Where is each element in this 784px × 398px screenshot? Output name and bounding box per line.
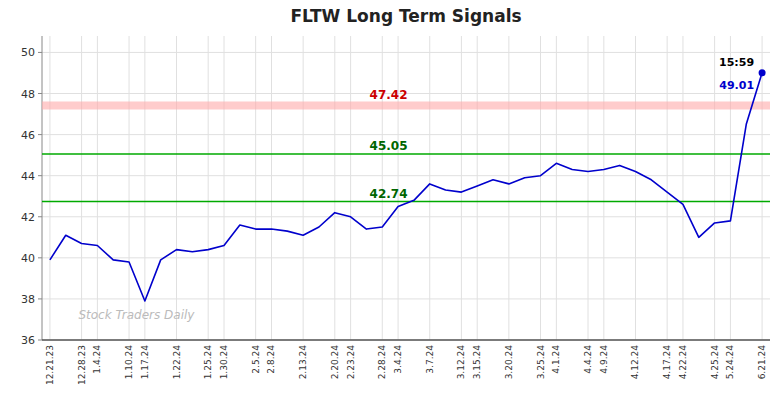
grid-line (334, 36, 335, 340)
y-tick-label: 42 (21, 211, 35, 224)
grid-line (303, 36, 304, 340)
x-tick-label: 1.10.24 (124, 345, 134, 380)
x-tick-label: 4.17.24 (662, 345, 672, 380)
y-tick (38, 175, 42, 176)
grid-line (477, 36, 478, 340)
grid-line (42, 257, 770, 258)
x-tick-label: 4.25.24 (710, 345, 720, 380)
y-tick (38, 93, 42, 94)
y-tick (38, 298, 42, 299)
grid-line (42, 340, 770, 341)
grid-line (208, 36, 209, 340)
x-tick-label: 12.28.23 (77, 345, 87, 385)
y-tick (38, 340, 42, 341)
grid-line (603, 36, 604, 340)
grid-line (224, 36, 225, 340)
grid-line (81, 36, 82, 340)
plot-area (42, 69, 770, 301)
y-tick (38, 52, 42, 53)
x-tick-label: 1.4.24 (92, 345, 102, 374)
y-tick-label: 48 (21, 88, 35, 101)
x-tick-label: 2.20.24 (330, 345, 340, 380)
x-tick-label: 3.4.24 (393, 345, 403, 374)
grid-line (588, 36, 589, 340)
x-tick-label: 6.21.24 (757, 345, 767, 380)
x-tick-label: 1.17.24 (140, 345, 150, 380)
x-tick-label: 4.4.24 (583, 345, 593, 374)
grid-line (556, 36, 557, 340)
y-tick-label: 44 (21, 170, 35, 183)
x-tick-label: 4.9.24 (599, 345, 609, 374)
grid-line (42, 52, 770, 53)
y-tick (38, 257, 42, 258)
grid-line (762, 36, 763, 340)
x-tick-label: 2.23.24 (346, 345, 356, 380)
grid-line (508, 36, 509, 340)
grid-line (42, 216, 770, 217)
grid-line (540, 36, 541, 340)
reference-line (42, 201, 770, 203)
watermark: Stock Traders Daily (78, 308, 195, 322)
x-tick-label: 3.7.24 (425, 345, 435, 374)
x-tick-label: 2.28.24 (377, 345, 387, 380)
grid-line (667, 36, 668, 340)
grid-line (714, 36, 715, 340)
x-tick-label: 5.24.24 (725, 345, 735, 380)
grid-line (429, 36, 430, 340)
x-tick-label: 3.12.24 (456, 345, 466, 380)
grid-line (176, 36, 177, 340)
grid-line (255, 36, 256, 340)
grid-line (350, 36, 351, 340)
grid-line (682, 36, 683, 340)
y-axis-line (42, 36, 43, 340)
grid-line (144, 36, 145, 340)
reference-line (42, 153, 770, 155)
y-tick (38, 134, 42, 135)
x-tick-label: 4.22.24 (678, 345, 688, 380)
grid-line (42, 298, 770, 299)
y-tick-label: 38 (21, 293, 35, 306)
grid-line (635, 36, 636, 340)
x-tick-label: 4.12.24 (630, 345, 640, 380)
last-point (759, 69, 766, 76)
grid-line (97, 36, 98, 340)
x-tick-label: 3.20.24 (504, 345, 514, 380)
chart: 36 38 40 42 44 46 48 50 12.21.23 12.28.23 1.4.24 1.… (0, 0, 784, 398)
y-tick-label: 46 (21, 129, 35, 142)
grid (42, 36, 770, 340)
x-tick-label: 4.1.24 (551, 345, 561, 374)
x-tick-label: 1.25.24 (203, 345, 213, 380)
x-tick-label: 2.5.24 (251, 345, 261, 374)
x-tick-label: 12.21.23 (45, 345, 55, 385)
x-axis-line (42, 339, 770, 341)
reference-label: 47.42 (370, 88, 408, 102)
x-tick-label: 3.15.24 (472, 345, 482, 380)
grid-line (42, 175, 770, 176)
y-tick-label: 50 (21, 46, 35, 59)
annotation-time: 15:59 (719, 56, 754, 69)
title: FLTW Long Term Signals (290, 6, 521, 26)
reference-label: 42.74 (370, 187, 408, 201)
reference-label: 45.05 (370, 139, 408, 153)
reference-line (42, 101, 770, 109)
grid-line (49, 36, 50, 340)
grid-line (129, 36, 130, 340)
grid-line (461, 36, 462, 340)
price-line (50, 73, 762, 301)
annotation-price: 49.01 (719, 79, 754, 92)
x-tick-label: 2.13.24 (298, 345, 308, 380)
grid-line (42, 134, 770, 135)
y-tick-label: 40 (21, 252, 35, 265)
x-tick-label: 2.8.24 (266, 345, 276, 374)
x-tick-label: 1.30.24 (219, 345, 229, 380)
grid-line (271, 36, 272, 340)
y-tick-label: 36 (21, 334, 35, 347)
x-tick-label: 1.22.24 (172, 345, 182, 380)
y-tick (38, 216, 42, 217)
x-tick-label: 3.25.24 (536, 345, 546, 380)
